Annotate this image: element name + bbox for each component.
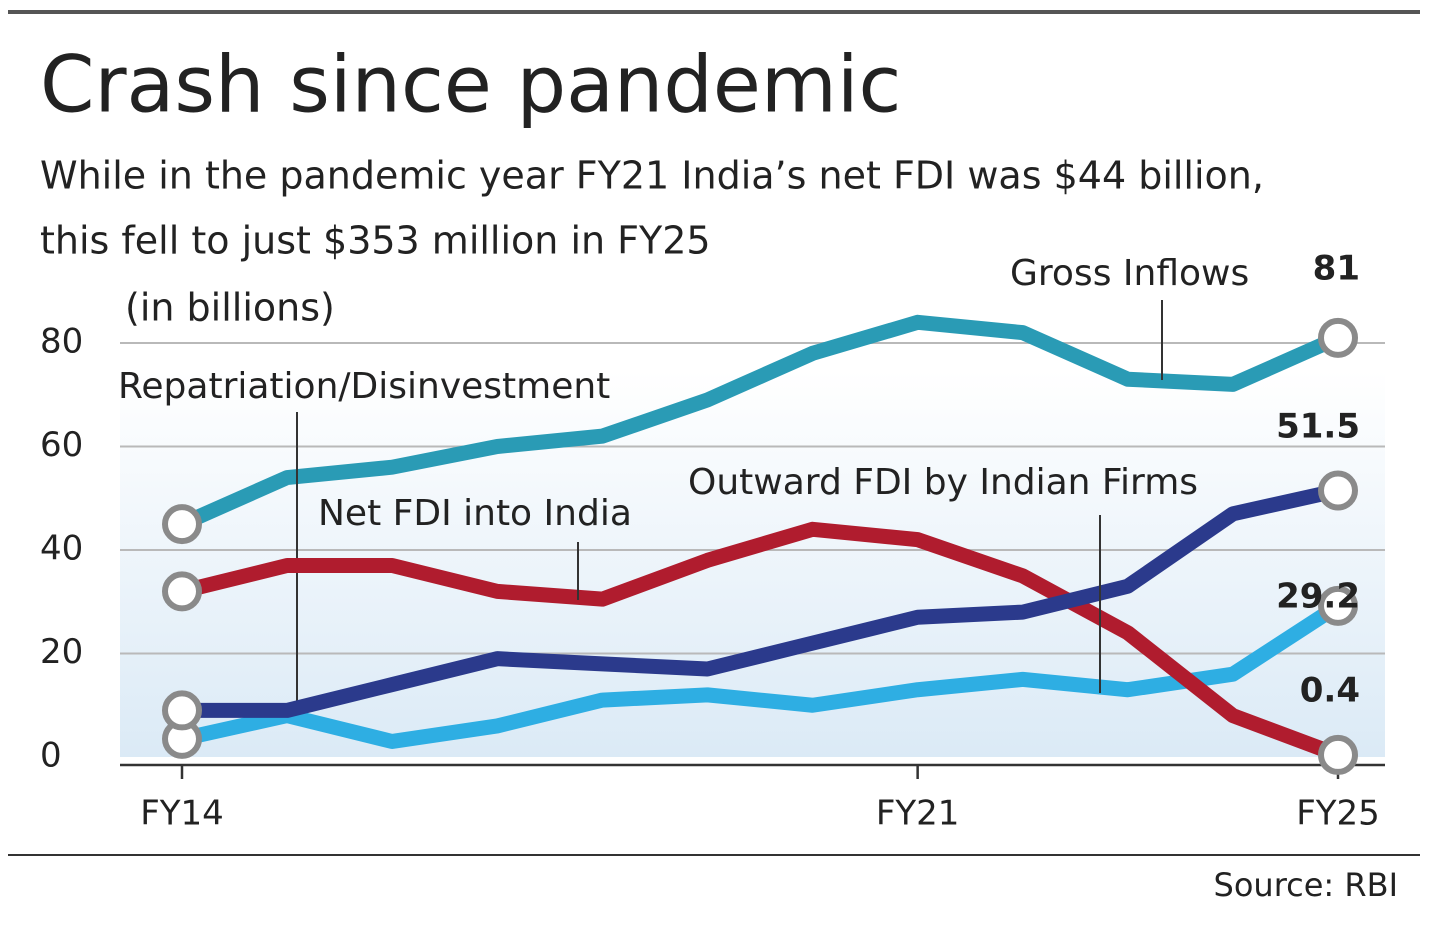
data-label: 29.2	[1276, 577, 1360, 617]
data-label: 81	[1313, 249, 1360, 289]
end-marker	[162, 571, 202, 612]
series-line	[174, 314, 1346, 532]
end-marker	[1318, 734, 1358, 775]
end-marker	[1318, 585, 1358, 626]
data-label: 0.4	[1300, 671, 1360, 711]
y-tick-label: 60	[40, 425, 83, 465]
y-tick-label: 0	[40, 736, 62, 776]
end-marker	[162, 690, 202, 731]
data-label: 51.5	[1276, 407, 1360, 447]
series-line	[174, 598, 1346, 749]
x-tick-label: FY25	[1296, 794, 1380, 834]
series-label: Repatriation/Disinvestment	[118, 366, 610, 407]
source: Source: RBI	[1214, 866, 1398, 904]
chart-title: Crash since pandemic	[40, 40, 901, 130]
y-axis-label: (in billions)	[125, 286, 335, 330]
series-line	[174, 482, 1346, 718]
series-label: Gross Inflows	[1010, 253, 1249, 294]
end-marker	[162, 504, 202, 545]
y-tick-label: 40	[40, 529, 83, 569]
subtitle: While in the pandemic year FY21 India’s …	[40, 154, 1264, 198]
subtitle: this fell to just $353 million in FY25	[40, 219, 711, 263]
x-tick-label: FY21	[876, 794, 960, 834]
end-marker	[1318, 317, 1358, 358]
series-label: Net FDI into India	[318, 493, 632, 534]
y-tick-label: 20	[40, 632, 83, 672]
y-tick-label: 80	[40, 322, 83, 362]
series-label: Outward FDI by Indian Firms	[688, 462, 1198, 503]
series-line	[174, 521, 1346, 763]
end-marker	[1318, 470, 1358, 511]
x-tick-label: FY14	[140, 794, 224, 834]
